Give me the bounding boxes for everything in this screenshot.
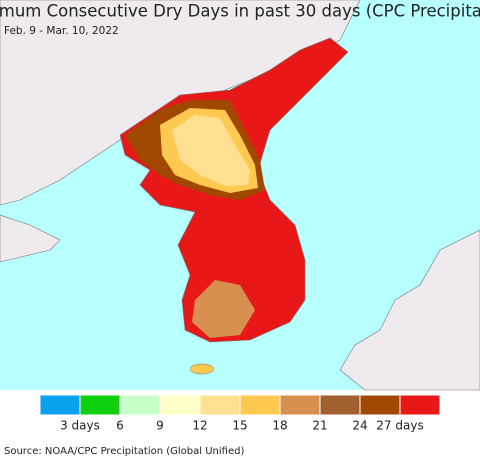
legend-label: 27 days [376,419,423,433]
legend-swatch [279,394,321,416]
legend: 3 days 6 9 12 15 18 21 24 27 days [39,394,441,433]
legend-swatch [399,394,441,416]
title: Maximum Consecutive Dry Days in past 30 … [0,2,480,21]
legend-swatch [119,394,161,416]
dry-zone-inner [172,115,250,186]
legend-label: 18 [272,419,287,433]
source: Source: NOAA/CPC Precipitation (Global U… [4,446,244,457]
legend-label: 21 [312,419,327,433]
legend-swatch [159,394,201,416]
dry-zone-south [192,280,255,338]
legend-swatch [319,394,361,416]
subtitle: Feb. 9 - Mar. 10, 2022 [4,25,119,37]
legend-swatch [39,394,81,416]
jeju-island [189,363,215,375]
legend-label: 3 days [60,419,100,433]
legend-label: 15 [232,419,247,433]
legend-label: 6 [116,419,124,433]
legend-swatch [79,394,121,416]
legend-swatch [359,394,401,416]
land-china-south [0,214,61,263]
land-japan [339,229,480,391]
legend-label: 12 [192,419,207,433]
legend-label: 24 [352,419,367,433]
legend-swatch [199,394,241,416]
legend-label: 9 [156,419,164,433]
legend-swatch [239,394,281,416]
